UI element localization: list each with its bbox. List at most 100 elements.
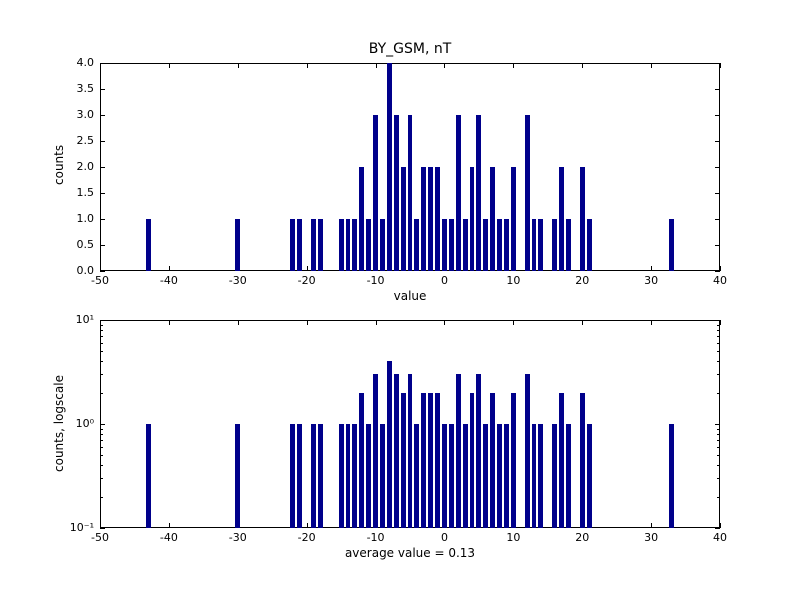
x-tick: [169, 523, 170, 528]
histogram-bar: [428, 393, 433, 528]
y-tick: [100, 63, 105, 64]
histogram-bar: [463, 219, 468, 271]
x-tick: [238, 320, 239, 325]
top-ylabel: counts: [52, 145, 66, 185]
histogram-bar: [497, 424, 502, 528]
y-tick-label: 10⁰: [76, 417, 94, 430]
x-tick-label: 20: [567, 531, 597, 544]
histogram-bar: [366, 219, 371, 271]
x-tick: [720, 523, 721, 528]
y-tick: [715, 271, 720, 272]
y-minor-tick: [100, 455, 103, 456]
histogram-bar: [456, 115, 461, 271]
x-tick-label: -40: [154, 274, 184, 287]
x-tick: [651, 320, 652, 325]
histogram-bar: [311, 424, 316, 528]
y-tick: [715, 89, 720, 90]
x-tick: [169, 266, 170, 271]
histogram-bar: [566, 219, 571, 271]
chart-title: BY_GSM, nT: [100, 41, 720, 57]
histogram-bar: [497, 219, 502, 271]
y-minor-tick: [717, 374, 720, 375]
x-tick-label: 20: [567, 274, 597, 287]
histogram-bar: [669, 219, 674, 271]
x-tick: [582, 63, 583, 68]
y-tick-label: 2.0: [77, 160, 95, 173]
x-tick-label: 30: [636, 531, 666, 544]
x-tick-label: 10: [498, 274, 528, 287]
y-minor-tick: [100, 325, 103, 326]
x-tick: [169, 63, 170, 68]
y-minor-tick: [717, 497, 720, 498]
histogram-bar: [373, 374, 378, 528]
x-tick-label: -30: [223, 274, 253, 287]
histogram-bar: [235, 424, 240, 528]
y-minor-tick: [717, 440, 720, 441]
histogram-bar: [476, 374, 481, 528]
histogram-bar: [532, 219, 537, 271]
x-tick: [651, 523, 652, 528]
y-tick-label: 0.5: [77, 238, 95, 251]
x-tick: [582, 320, 583, 325]
y-tick: [100, 89, 105, 90]
y-minor-tick: [717, 434, 720, 435]
y-minor-tick: [100, 497, 103, 498]
y-tick: [715, 424, 720, 425]
histogram-bar: [511, 167, 516, 271]
y-minor-tick: [100, 434, 103, 435]
y-tick: [100, 271, 105, 272]
y-minor-tick: [717, 447, 720, 448]
histogram-bar: [559, 393, 564, 528]
x-tick: [238, 63, 239, 68]
histogram-bar: [490, 167, 495, 271]
top-xlabel: value: [100, 289, 720, 303]
histogram-bar: [297, 424, 302, 528]
y-minor-tick: [100, 478, 103, 479]
x-tick: [444, 63, 445, 68]
y-minor-tick: [717, 478, 720, 479]
histogram-bar: [380, 424, 385, 528]
y-minor-tick: [100, 351, 103, 352]
histogram-bar: [470, 167, 475, 271]
y-tick-label: 10⁻¹: [70, 521, 94, 534]
y-minor-tick: [717, 465, 720, 466]
y-minor-tick: [100, 393, 103, 394]
histogram-bar: [297, 219, 302, 271]
x-tick-label: -20: [292, 531, 322, 544]
x-tick: [444, 320, 445, 325]
histogram-bar: [504, 424, 509, 528]
y-tick-label: 3.5: [77, 82, 95, 95]
histogram-bar: [566, 424, 571, 528]
y-minor-tick: [717, 361, 720, 362]
y-tick-label: 10¹: [76, 313, 94, 326]
x-tick: [307, 320, 308, 325]
y-tick-label: 3.0: [77, 108, 95, 121]
histogram-bar: [359, 167, 364, 271]
y-minor-tick: [100, 330, 103, 331]
x-tick-label: -10: [361, 531, 391, 544]
histogram-bar: [449, 424, 454, 528]
x-tick: [307, 266, 308, 271]
histogram-bar: [463, 424, 468, 528]
y-tick: [715, 320, 720, 321]
histogram-bar: [387, 63, 392, 271]
histogram-bar: [414, 424, 419, 528]
y-tick: [100, 320, 105, 321]
histogram-bar: [490, 393, 495, 528]
y-tick: [715, 245, 720, 246]
x-tick: [307, 63, 308, 68]
histogram-bar: [483, 424, 488, 528]
histogram-bar: [352, 219, 357, 271]
histogram-bar: [290, 424, 295, 528]
y-minor-tick: [717, 455, 720, 456]
histogram-bar: [483, 219, 488, 271]
histogram-bar: [421, 393, 426, 528]
y-minor-tick: [717, 330, 720, 331]
y-minor-tick: [717, 325, 720, 326]
histogram-bar: [476, 115, 481, 271]
histogram-bar: [442, 219, 447, 271]
x-tick: [720, 320, 721, 325]
x-tick: [513, 320, 514, 325]
histogram-bar: [449, 219, 454, 271]
x-tick: [720, 266, 721, 271]
